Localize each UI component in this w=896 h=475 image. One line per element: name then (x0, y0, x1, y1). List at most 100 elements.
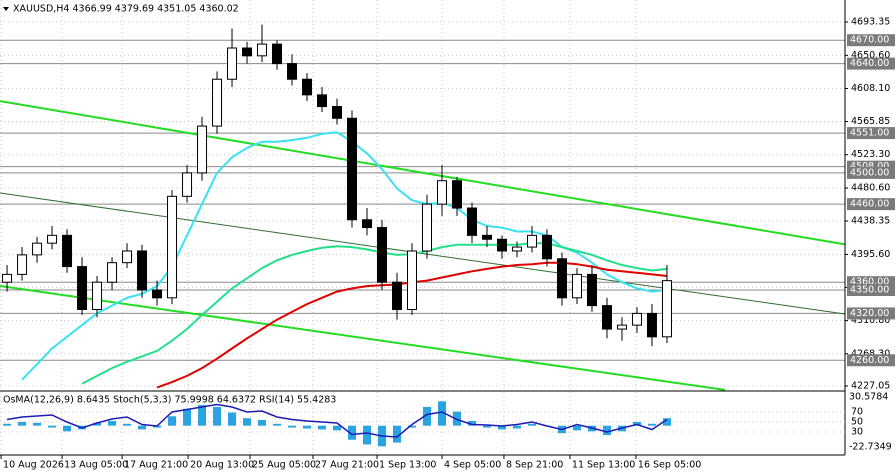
candle-body (466, 207, 477, 236)
candle-body (212, 78, 223, 127)
x-tick-label: 13 Aug 05:00 (64, 460, 128, 471)
osma-bar (647, 423, 656, 426)
osma-bar (333, 425, 342, 431)
osma-bar (138, 425, 147, 430)
candle-body (17, 254, 28, 275)
osma-bar (363, 425, 372, 445)
candle-body (287, 63, 298, 80)
level-label: 4508.00 (850, 161, 889, 172)
osma-bar (258, 420, 267, 426)
level-label-box (847, 166, 895, 179)
x-tick-label: 16 Sep 05:00 (638, 460, 701, 471)
candle-body (302, 78, 313, 96)
x-tick-label: 27 Aug 21:00 (315, 460, 379, 471)
trend-line (0, 285, 726, 391)
rsi-tick-label: 70 (851, 407, 863, 418)
level-label: 4320.00 (850, 308, 889, 319)
candle-body (167, 195, 178, 299)
osma-bar (228, 412, 237, 426)
candle-body (436, 180, 447, 205)
candle-body (47, 234, 58, 244)
candle-body (526, 234, 537, 248)
candle-body (661, 280, 672, 338)
osma-bar (213, 406, 222, 426)
osma-bar (318, 425, 327, 430)
candle-body (616, 324, 627, 330)
candle-body (496, 238, 507, 252)
osma-bar (527, 423, 536, 426)
y-tick-label: 4608.10 (851, 83, 890, 94)
moving-average (81, 242, 668, 385)
candle-body (392, 281, 403, 311)
osma-bar (33, 422, 42, 426)
osma-bar (422, 406, 431, 426)
level-label: 4460.00 (850, 199, 889, 210)
level-label: 4640.00 (850, 58, 889, 69)
y-tick-label: 4693.35 (851, 16, 890, 27)
level-label-box (847, 354, 895, 367)
osma-bar (572, 425, 581, 431)
level-label-box (847, 284, 895, 297)
plot-layer (0, 24, 846, 391)
osma-bar (437, 401, 446, 426)
trend-line (0, 192, 846, 315)
candle-body (272, 43, 283, 65)
candle-body (227, 47, 238, 80)
osma-bar (63, 425, 72, 432)
candle-body (2, 273, 13, 283)
osma-bar (303, 425, 312, 429)
y-tick-label: 4227.05 (851, 380, 890, 391)
x-tick-label: 17 Aug 21:00 (124, 460, 188, 471)
osma-bar (198, 405, 207, 426)
chart-header: XAUUSD,H4 4366.99 4379.69 4351.05 4360.0… (13, 4, 239, 15)
candle-body (511, 246, 522, 252)
osma-bar (3, 423, 12, 426)
rsi-tick-label: 50 (851, 417, 863, 428)
level-label: 4260.00 (850, 355, 889, 366)
candle-body (182, 172, 193, 197)
candle-body (242, 47, 253, 57)
osma-bar (348, 425, 357, 440)
candle-body (377, 227, 388, 283)
level-label: 4500.00 (850, 167, 889, 178)
moving-average (21, 131, 668, 381)
trend-line (0, 100, 846, 246)
y-tick-label: 4565.85 (851, 116, 890, 127)
candle-body (122, 250, 133, 264)
x-tick-label: 25 Aug 05:00 (252, 460, 316, 471)
osma-bar (602, 425, 611, 436)
candle-body (92, 281, 103, 311)
y-tick-label: 4395.60 (851, 249, 890, 260)
candle-body (541, 234, 552, 260)
level-label: 4551.00 (850, 128, 889, 139)
x-tick-label: 1 Sep 13:00 (379, 460, 436, 471)
rsi-tick-label: 30 (851, 427, 863, 438)
osma-bar (18, 421, 27, 426)
osma-bar (273, 423, 282, 426)
candle-body (586, 273, 597, 307)
candle-body (601, 305, 612, 330)
y-tick-label: 4523.30 (851, 149, 890, 160)
candle-body (481, 234, 492, 240)
level-label-box (847, 34, 895, 47)
osma-bar (108, 420, 117, 426)
candle-body (631, 312, 642, 326)
indicator-header: OsMA(12,26,9) 8.6435 Stoch(5,3,3) 75.999… (3, 395, 336, 406)
osma-bar (123, 423, 132, 426)
level-label: 4350.00 (850, 285, 889, 296)
menu-triangle (3, 7, 9, 11)
y-tick-label: 4438.35 (851, 216, 890, 227)
candle-body (317, 94, 328, 108)
candle-body (556, 258, 567, 299)
candle-body (347, 117, 358, 221)
candle-body (421, 203, 432, 252)
y-tick-label: 4650.60 (851, 50, 890, 61)
level-label-box (847, 57, 895, 70)
candle-body (32, 242, 43, 256)
candle-body (646, 312, 657, 338)
osma-bar (467, 420, 476, 426)
candle-body (77, 266, 88, 311)
candle-body (257, 43, 268, 57)
